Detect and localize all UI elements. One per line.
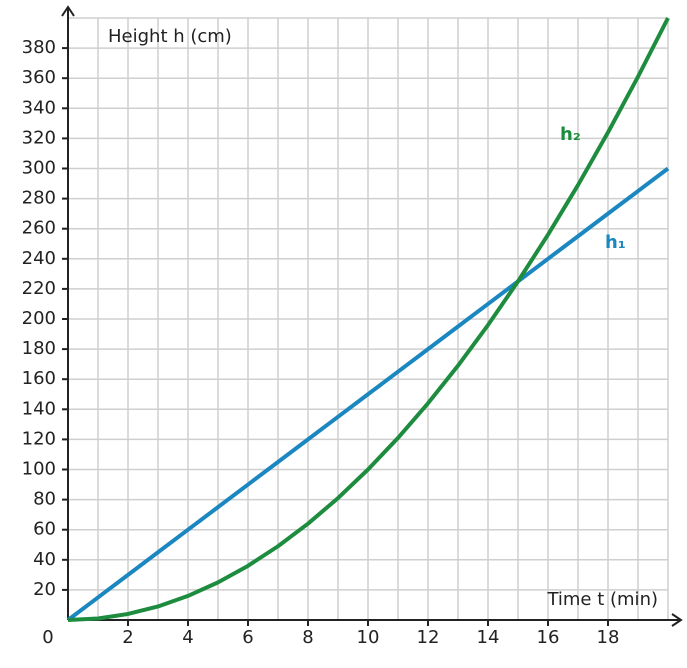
- y-axis-label: Height h (cm): [108, 26, 232, 47]
- y-tick-label: 180: [22, 338, 56, 359]
- y-tick-label: 380: [22, 37, 56, 58]
- y-axis-arrow: [61, 5, 75, 17]
- x-tick-label: 14: [477, 627, 500, 648]
- plot: 0 2 4 6 8 10 12 14 16 18 20 40 60 80 100 120 140 160 180 20…: [22, 5, 683, 648]
- y-tick-label: 20: [33, 579, 56, 600]
- x-tick-label: 18: [597, 627, 620, 648]
- y-tick-label: 160: [22, 368, 56, 389]
- grid: [68, 17, 669, 620]
- x-tick-label: 2: [122, 627, 133, 648]
- y-tick-label: 140: [22, 398, 56, 419]
- x-tick-label: 10: [357, 627, 380, 648]
- x-tick-label: 12: [417, 627, 440, 648]
- x-tick-label: 0: [42, 627, 53, 648]
- y-tick-label: 280: [22, 188, 56, 209]
- y-tick-label: 100: [22, 459, 56, 480]
- x-tick-label: 16: [537, 627, 560, 648]
- x-tick-label: 6: [242, 627, 253, 648]
- y-tick-label: 80: [33, 489, 56, 510]
- x-axis-label: Time t (min): [546, 589, 658, 610]
- y-tick-label: 260: [22, 218, 56, 239]
- x-tick-label: 8: [302, 627, 313, 648]
- y-tick-label: 360: [22, 67, 56, 88]
- y-tick-label: 200: [22, 308, 56, 329]
- x-tick-label: 4: [182, 627, 193, 648]
- series-line: [67, 17, 670, 622]
- y-tick-label: 300: [22, 158, 56, 179]
- y-tick-label: 220: [22, 278, 56, 299]
- y-tick-label: 60: [33, 519, 56, 540]
- series-label: h₂: [560, 124, 581, 145]
- series-line: [66, 166, 670, 622]
- y-tick-label: 40: [33, 549, 56, 570]
- y-tick-label: 320: [22, 127, 56, 148]
- x-axis-arrow: [671, 613, 683, 627]
- y-tick-label: 340: [22, 97, 56, 118]
- y-tick-label: 120: [22, 428, 56, 449]
- series-label: h₁: [605, 232, 626, 253]
- y-tick-label: 240: [22, 248, 56, 269]
